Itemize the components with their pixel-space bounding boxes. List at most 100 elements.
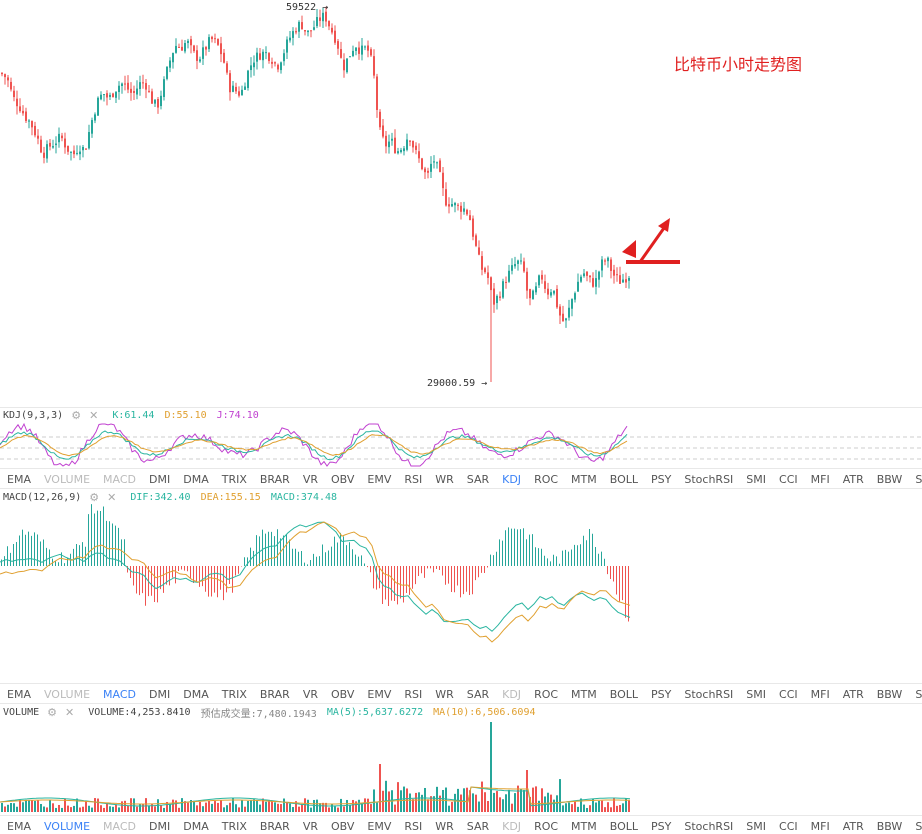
tab-boll[interactable]: BOLL xyxy=(609,687,639,701)
close-icon[interactable]: ✕ xyxy=(65,705,75,719)
tab-roc[interactable]: ROC xyxy=(534,687,559,701)
volume-bar xyxy=(199,801,201,812)
tab-stochrsi[interactable]: StochRSI xyxy=(684,687,734,701)
tab-macd[interactable]: MACD xyxy=(103,819,137,833)
tab-wr[interactable]: WR xyxy=(435,472,454,486)
tab-vr[interactable]: VR xyxy=(302,819,318,833)
tab-rsi[interactable]: RSI xyxy=(404,819,423,833)
tab-volume[interactable]: VOLUME xyxy=(43,819,91,833)
tab-trix[interactable]: TRIX xyxy=(221,819,247,833)
tab-boll[interactable]: BOLL xyxy=(609,472,639,486)
tab-dma[interactable]: DMA xyxy=(183,472,209,486)
volume-name: VOLUME xyxy=(3,706,40,718)
tab-sar[interactable]: SAR xyxy=(466,819,490,833)
candle-body xyxy=(352,50,354,57)
tab-dmi[interactable]: DMI xyxy=(149,687,171,701)
tab-mfi[interactable]: MFI xyxy=(810,819,830,833)
volume-bar xyxy=(607,802,609,812)
tab-roc[interactable]: ROC xyxy=(534,472,559,486)
tab-dma[interactable]: DMA xyxy=(183,687,209,701)
tab-kdj[interactable]: KDJ xyxy=(502,472,522,486)
tab-macd[interactable]: MACD xyxy=(103,687,137,701)
volume-bar xyxy=(133,798,135,812)
settings-icon[interactable]: ⚙ xyxy=(89,490,100,504)
tab-atr[interactable]: ATR xyxy=(842,472,864,486)
tab-kdj[interactable]: KDJ xyxy=(502,819,522,833)
tab-cci[interactable]: CCI xyxy=(779,819,798,833)
tab-mfi[interactable]: MFI xyxy=(810,472,830,486)
tab-psy[interactable]: PSY xyxy=(651,472,672,486)
tab-stochrsi[interactable]: StochRSI xyxy=(684,819,734,833)
candle-body xyxy=(523,261,525,272)
candle-body xyxy=(289,37,291,41)
tab-vr[interactable]: VR xyxy=(302,472,318,486)
candle-body xyxy=(442,172,444,189)
tab-atr[interactable]: ATR xyxy=(842,819,864,833)
tab-obv[interactable]: OBV xyxy=(330,687,355,701)
tab-smi[interactable]: SMI xyxy=(746,687,767,701)
tab-roc[interactable]: ROC xyxy=(534,819,559,833)
tab-trix[interactable]: TRIX xyxy=(221,687,247,701)
tab-ema[interactable]: EMA xyxy=(7,687,31,701)
tab-volume[interactable]: VOLUME xyxy=(43,687,91,701)
tab-boll[interactable]: BOLL xyxy=(609,819,639,833)
tab-vr[interactable]: VR xyxy=(302,687,318,701)
tab-skdj[interactable]: SKDJ xyxy=(915,819,922,833)
tab-sar[interactable]: SAR xyxy=(466,687,490,701)
tab-emv[interactable]: EMV xyxy=(367,819,392,833)
close-icon[interactable]: ✕ xyxy=(89,408,99,422)
tab-ema[interactable]: EMA xyxy=(7,472,31,486)
tab-smi[interactable]: SMI xyxy=(746,472,767,486)
tab-cci[interactable]: CCI xyxy=(779,687,798,701)
tab-atr[interactable]: ATR xyxy=(842,687,864,701)
candle-body xyxy=(343,59,345,71)
candle-body xyxy=(190,39,192,46)
tab-wr[interactable]: WR xyxy=(435,819,454,833)
volume-bar xyxy=(445,787,447,812)
tab-macd[interactable]: MACD xyxy=(103,472,137,486)
tab-smi[interactable]: SMI xyxy=(746,819,767,833)
tab-psy[interactable]: PSY xyxy=(651,687,672,701)
close-icon[interactable]: ✕ xyxy=(107,490,117,504)
tab-mtm[interactable]: MTM xyxy=(571,819,597,833)
tab-cci[interactable]: CCI xyxy=(779,472,798,486)
tab-brar[interactable]: BRAR xyxy=(259,472,290,486)
tab-mfi[interactable]: MFI xyxy=(810,687,830,701)
tab-stochrsi[interactable]: StochRSI xyxy=(684,472,734,486)
tab-bbw[interactable]: BBW xyxy=(876,472,903,486)
tab-kdj[interactable]: KDJ xyxy=(502,687,522,701)
tab-mtm[interactable]: MTM xyxy=(571,472,597,486)
tab-obv[interactable]: OBV xyxy=(330,819,355,833)
settings-icon[interactable]: ⚙ xyxy=(47,705,57,719)
tab-sar[interactable]: SAR xyxy=(466,472,490,486)
tab-emv[interactable]: EMV xyxy=(367,687,392,701)
volume-bar xyxy=(421,794,423,812)
tab-emv[interactable]: EMV xyxy=(367,472,392,486)
kdj-legend: KDJ(9,3,3) ⚙ ✕ K:61.44 D:55.10 J:74.10 xyxy=(3,408,259,422)
tab-dmi[interactable]: DMI xyxy=(149,819,171,833)
tab-bbw[interactable]: BBW xyxy=(876,687,903,701)
tab-mtm[interactable]: MTM xyxy=(571,687,597,701)
tab-ema[interactable]: EMA xyxy=(7,819,31,833)
tab-rsi[interactable]: RSI xyxy=(404,687,423,701)
tab-psy[interactable]: PSY xyxy=(651,819,672,833)
tab-skdj[interactable]: SKDJ xyxy=(915,472,922,486)
tab-volume[interactable]: VOLUME xyxy=(43,472,91,486)
tab-skdj[interactable]: SKDJ xyxy=(915,687,922,701)
tab-brar[interactable]: BRAR xyxy=(259,687,290,701)
candle-body xyxy=(196,50,198,61)
tab-wr[interactable]: WR xyxy=(435,687,454,701)
volume-bar xyxy=(190,800,192,812)
tab-bbw[interactable]: BBW xyxy=(876,819,903,833)
tab-brar[interactable]: BRAR xyxy=(259,819,290,833)
candle-body xyxy=(577,281,579,292)
tab-trix[interactable]: TRIX xyxy=(221,472,247,486)
tab-dma[interactable]: DMA xyxy=(183,819,209,833)
tab-dmi[interactable]: DMI xyxy=(149,472,171,486)
tab-obv[interactable]: OBV xyxy=(330,472,355,486)
volume-bar xyxy=(565,803,567,812)
tab-rsi[interactable]: RSI xyxy=(404,472,423,486)
candle-body xyxy=(526,271,528,291)
volume-bar xyxy=(121,801,123,812)
settings-icon[interactable]: ⚙ xyxy=(71,408,82,422)
